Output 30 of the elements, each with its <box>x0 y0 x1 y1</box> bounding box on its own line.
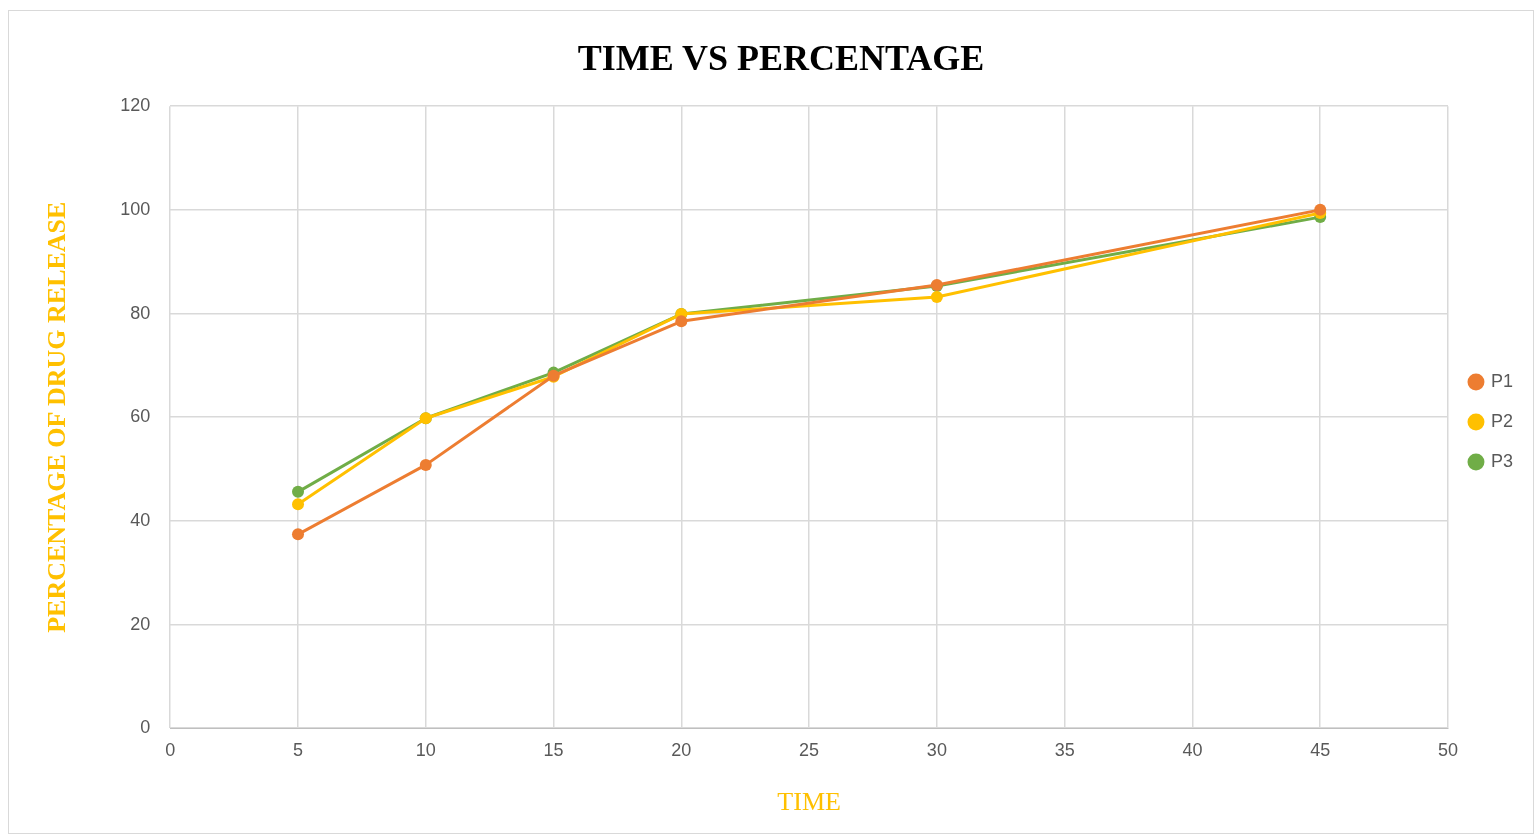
y-tick-label: 120 <box>120 95 151 116</box>
x-tick-label: 40 <box>1182 739 1203 760</box>
x-tick-label: 0 <box>165 739 176 760</box>
x-tick-label: 15 <box>543 739 564 760</box>
y-tick-label: 100 <box>120 198 151 219</box>
point <box>292 498 305 511</box>
point <box>419 458 432 471</box>
y-tick-label: 20 <box>130 613 151 634</box>
y-tick-label: 0 <box>140 717 151 738</box>
point <box>675 315 688 328</box>
point <box>292 485 305 498</box>
x-tick-label: 50 <box>1437 739 1458 760</box>
x-tick-label: 45 <box>1310 739 1331 760</box>
point <box>930 290 943 303</box>
x-tick-label: 10 <box>415 739 436 760</box>
x-tick-label: 20 <box>671 739 692 760</box>
x-axis-title: TIME <box>777 787 841 817</box>
legend-label: P3 <box>1490 450 1514 471</box>
x-tick-label: 35 <box>1054 739 1075 760</box>
point <box>292 528 305 541</box>
legend-label: P2 <box>1490 410 1514 431</box>
y-tick-label: 40 <box>130 509 151 530</box>
chart-title: TIME VS PERCENTAGE <box>577 37 985 78</box>
y-tick-label: 80 <box>130 302 151 323</box>
y-axis-title: PERCENTAGE OF DRUG RELEASE <box>42 201 72 633</box>
x-tick-label: 5 <box>293 739 304 760</box>
x-tick-label: 25 <box>799 739 820 760</box>
y-tick-label: 60 <box>130 406 151 427</box>
legend-label: P1 <box>1490 370 1514 391</box>
x-tick-label: 30 <box>926 739 947 760</box>
